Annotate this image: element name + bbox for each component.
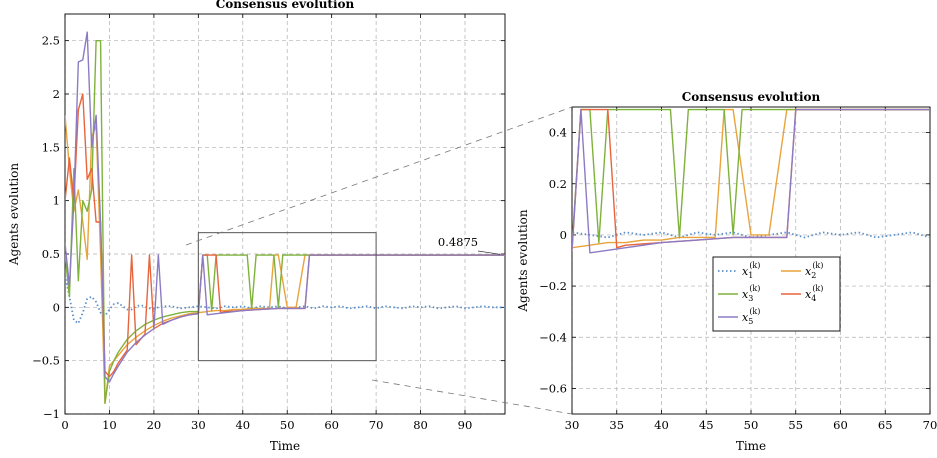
left-xtick-label: 90 bbox=[458, 418, 473, 432]
left-series-x5-line bbox=[65, 31, 505, 383]
left-ytick-label: 2.5 bbox=[42, 34, 60, 48]
zoom-box bbox=[197, 232, 377, 362]
left-series-group bbox=[65, 31, 505, 405]
right-ytick-label: −0.6 bbox=[539, 381, 567, 395]
right-xtick-label: 65 bbox=[878, 418, 893, 432]
right-chart-title: Consensus evolution bbox=[682, 90, 821, 104]
left-chart-title: Consensus evolution bbox=[216, 0, 355, 11]
right-xtick-label: 55 bbox=[788, 418, 803, 432]
right-ytick-label: −0.4 bbox=[539, 330, 567, 344]
left-plot-frame bbox=[64, 13, 506, 415]
left-ytick-label: −1 bbox=[43, 407, 60, 421]
left-series-x3-line bbox=[65, 39, 505, 405]
right-chart: 30 35 40 45 50 55 60 65 70 −0.6 −0.4 −0.2 0 0.2 0.4 Con… bbox=[516, 90, 937, 453]
right-x-axis-label: Time bbox=[736, 439, 766, 453]
right-plot-frame bbox=[571, 106, 931, 415]
annotation-pointer-line bbox=[477, 250, 501, 255]
legend-label-x1: x1(k) bbox=[742, 261, 760, 280]
right-xtick-label: 40 bbox=[654, 418, 669, 432]
right-series-x2-line bbox=[572, 108, 930, 249]
left-xtick-label: 30 bbox=[191, 418, 206, 432]
left-xtick-label: 70 bbox=[369, 418, 384, 432]
left-ytick-label: 0.5 bbox=[42, 247, 60, 261]
right-series-x1-line bbox=[572, 231, 930, 239]
zoom-connector-lines bbox=[185, 106, 573, 415]
left-xtick-label: 50 bbox=[280, 418, 295, 432]
legend-label-x4: x4(k) bbox=[805, 284, 823, 303]
left-xtick-label: 80 bbox=[413, 418, 428, 432]
left-xtick-label: 40 bbox=[235, 418, 250, 432]
left-y-axis-label: Agents evolution bbox=[7, 163, 21, 267]
left-series-x1-line bbox=[65, 275, 505, 325]
right-xtick-label: 60 bbox=[833, 418, 848, 432]
right-ytick-label: −0.2 bbox=[539, 279, 567, 293]
left-ytick-label: −0.5 bbox=[32, 354, 60, 368]
right-xtick-label: 70 bbox=[923, 418, 937, 432]
left-ytick-label: 0 bbox=[53, 300, 60, 314]
left-xtick-label: 0 bbox=[61, 418, 68, 432]
left-xtick-label: 10 bbox=[102, 418, 117, 432]
left-x-axis-label: Time bbox=[270, 439, 300, 453]
legend-label-x3: x3(k) bbox=[742, 284, 760, 303]
right-series-group bbox=[572, 108, 930, 254]
connector-top bbox=[185, 106, 573, 246]
left-xtick-label: 20 bbox=[147, 418, 162, 432]
connector-bottom bbox=[371, 379, 573, 415]
legend: x1(k) x2(k) x3(k) x4(k) x5(k) bbox=[712, 256, 841, 332]
right-series-x5-line bbox=[572, 108, 930, 254]
right-xtick-label: 50 bbox=[744, 418, 759, 432]
right-y-axis-label: Agents evolution bbox=[516, 209, 530, 313]
legend-label-x2: x2(k) bbox=[805, 261, 823, 280]
left-xtick-label: 60 bbox=[324, 418, 339, 432]
right-ytick-label: 0.2 bbox=[549, 177, 567, 191]
left-ytick-label: 2 bbox=[53, 87, 60, 101]
right-ytick-label: 0.4 bbox=[549, 126, 567, 140]
right-xtick-label: 45 bbox=[699, 418, 714, 432]
right-ytick-label: 0 bbox=[560, 228, 567, 242]
annotation-value-label: 0.4875 bbox=[438, 235, 478, 249]
right-xtick-label: 30 bbox=[565, 418, 580, 432]
right-series-x3-line bbox=[572, 108, 930, 246]
left-chart: 0 10 20 30 40 50 60 70 80 90 −1 −0.5 0 0.5 1 1.5 2 2.5 Con… bbox=[7, 0, 506, 453]
left-ytick-label: 1.5 bbox=[42, 140, 60, 154]
right-series-x4-line bbox=[572, 108, 930, 251]
right-xtick-label: 35 bbox=[609, 418, 624, 432]
left-ytick-label: 1 bbox=[53, 194, 60, 208]
legend-label-x5: x5(k) bbox=[742, 307, 760, 326]
